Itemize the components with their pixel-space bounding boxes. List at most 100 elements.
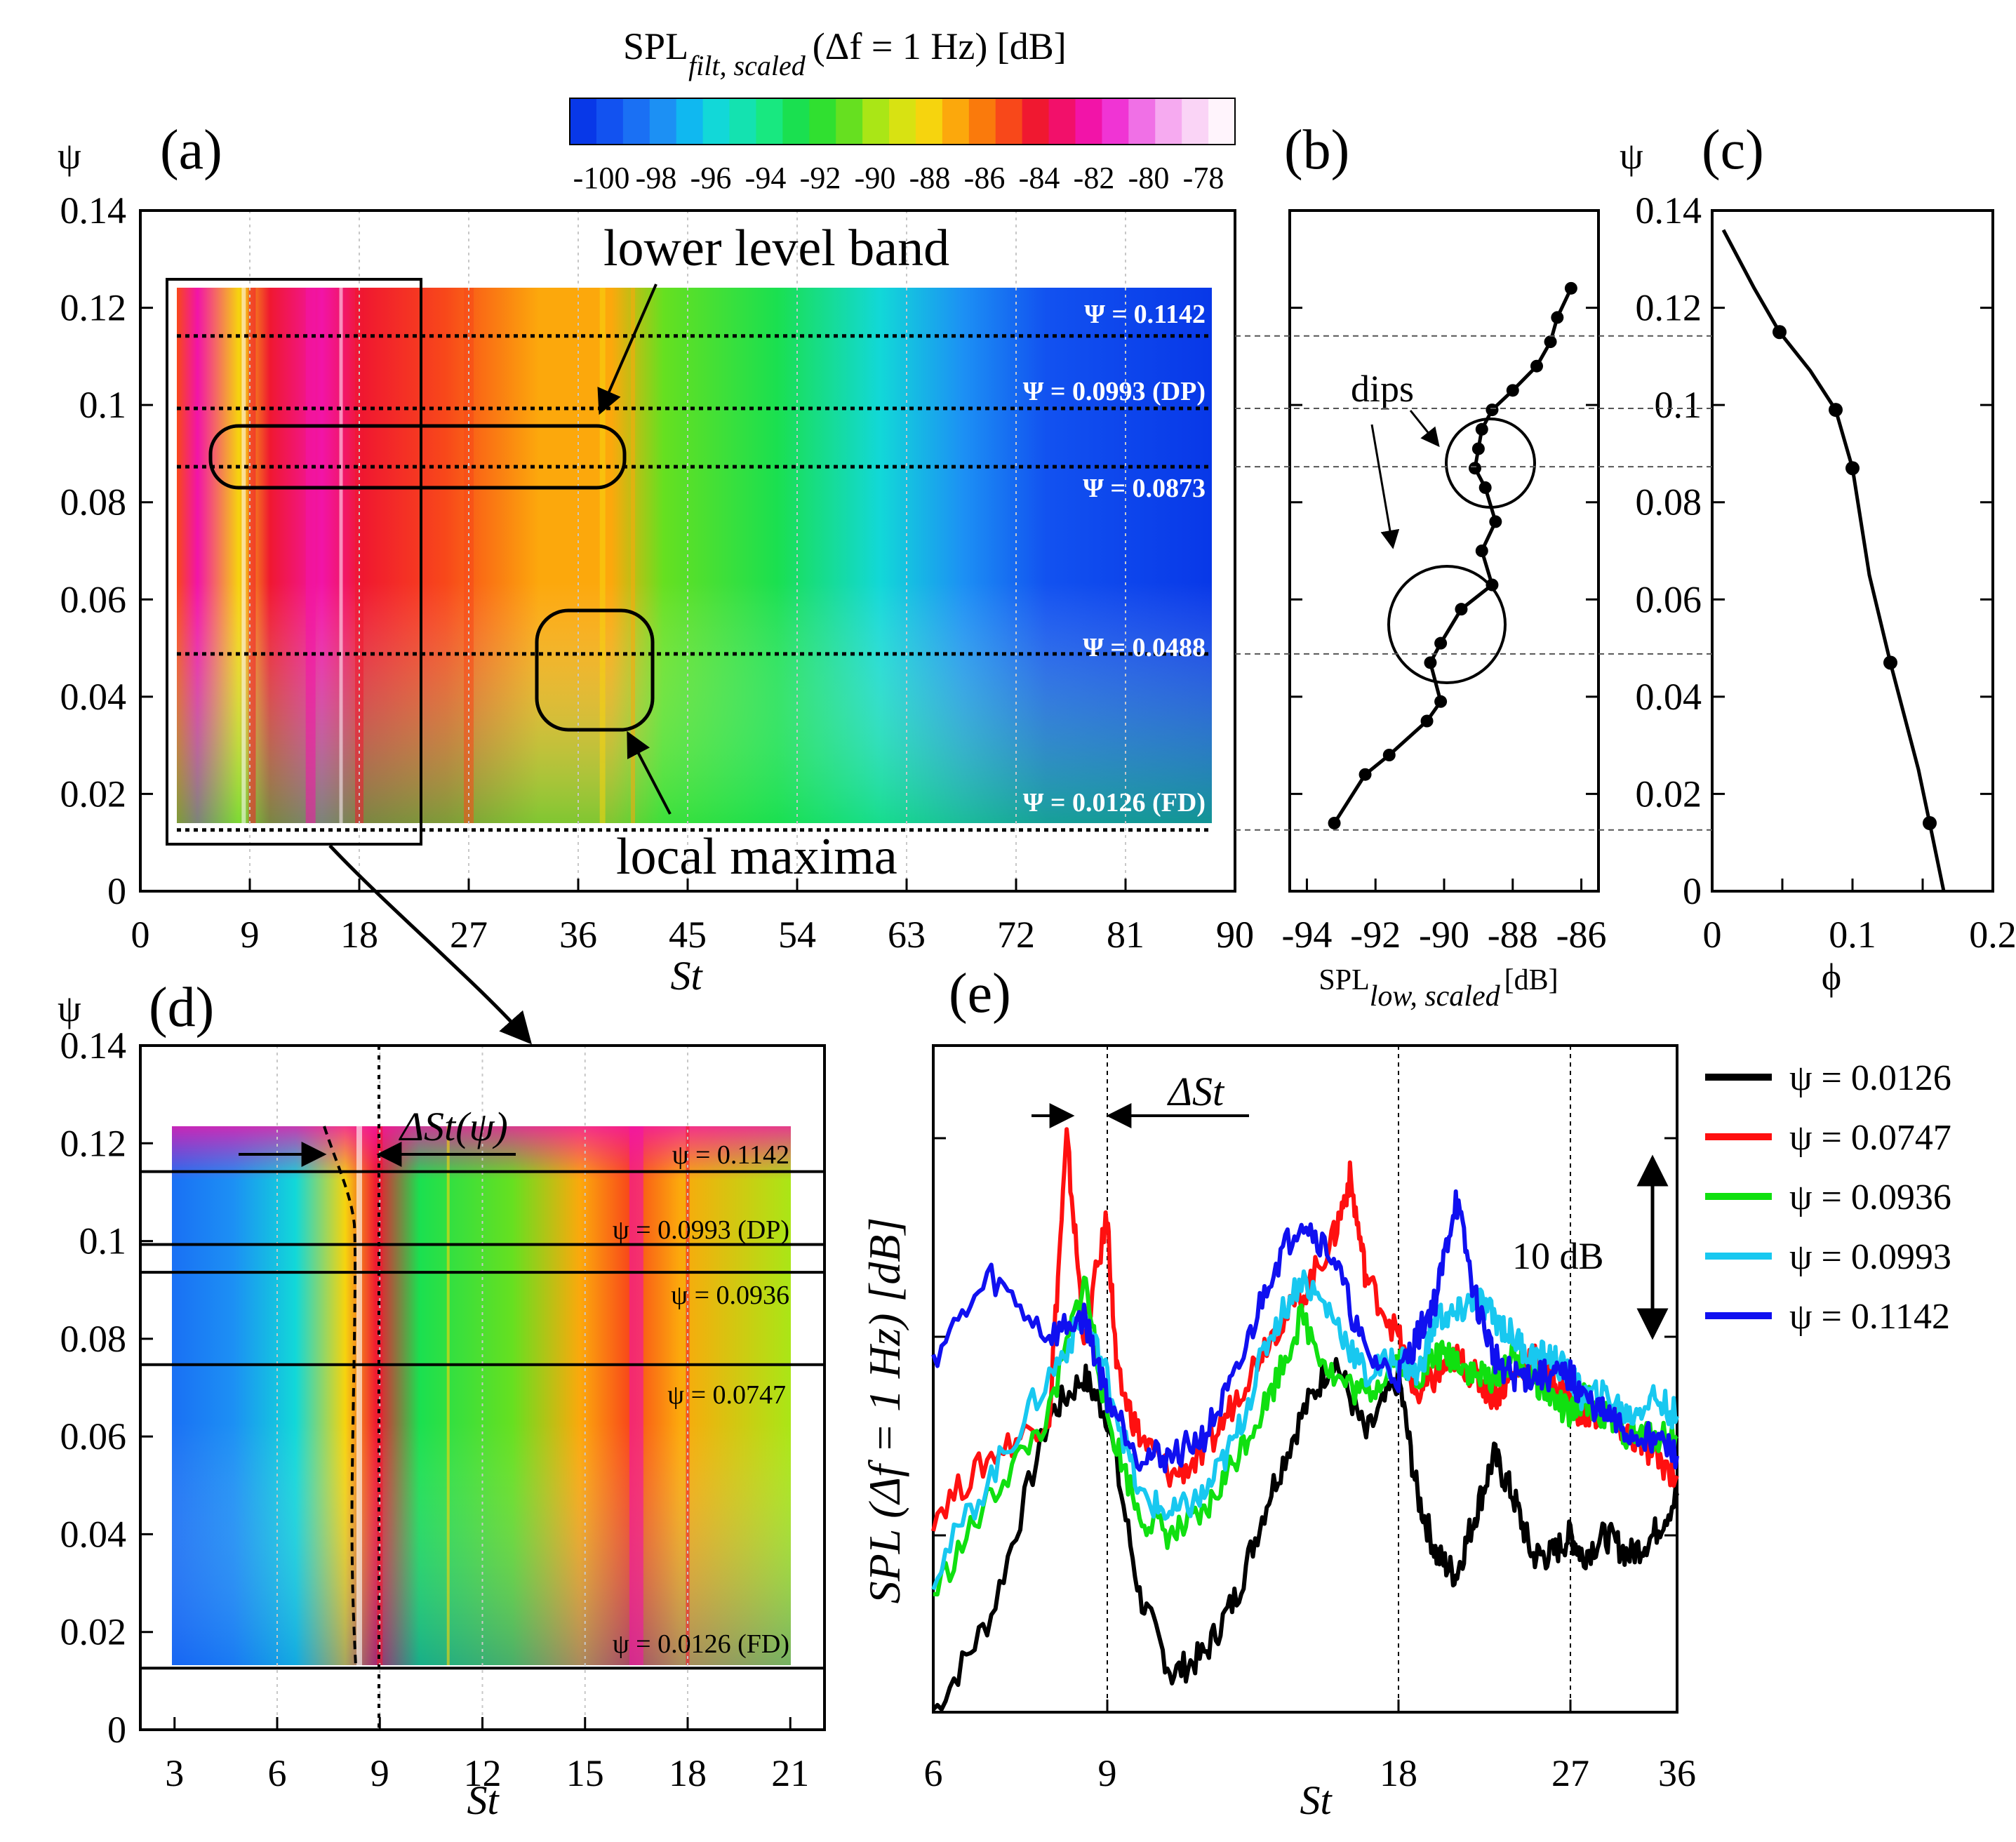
b-x-tick-label: -86 [1556, 914, 1607, 956]
colorbar-cell [915, 98, 943, 145]
y-tick-label: 0.14 [60, 1025, 127, 1067]
heatmap-streak [339, 288, 343, 823]
panel-d: (d) ψ ψ = 0.1142 ψ = 0.0993 (DP) ψ = 0.0… [58, 977, 826, 1823]
e-scale-label: 10 dB [1512, 1235, 1604, 1277]
x-tick-label: 6 [268, 1752, 287, 1794]
arrow-lower-level-band [597, 283, 657, 415]
x-tick-label: 36 [559, 914, 597, 956]
colorbar-tick-label: -78 [1183, 161, 1224, 195]
panel-d-streaks [356, 1126, 690, 1665]
colorbar-cell [782, 98, 810, 145]
y-tick-label: 0.12 [60, 1122, 127, 1164]
b-point [1420, 714, 1434, 728]
panel-b-xlabel: SPLlow, scaled [dB] [1319, 964, 1558, 1013]
panel-c-xlabel: ϕ [1822, 956, 1841, 998]
panel-b-x-tick-labels: -92 -90 -88 -86 90 -94 [1216, 914, 1607, 956]
d-level-label-0936: ψ = 0.0936 [671, 1281, 789, 1310]
panel-e-xlabel: St [1300, 1777, 1333, 1823]
arrow-local-maxima [627, 730, 672, 815]
colorbar-cell [570, 98, 597, 145]
colorbar-tick-label: -86 [964, 161, 1006, 195]
b-point [1475, 422, 1488, 436]
e-delta-label: ΔSt [1167, 1069, 1225, 1114]
b-point [1486, 403, 1499, 417]
c-x-tick-label: 0 [1703, 914, 1722, 956]
level-label-0993: Ψ = 0.0993 (DP) [1023, 377, 1206, 406]
b-point [1434, 695, 1448, 708]
x-tick-label: 6 [924, 1752, 943, 1794]
legend-label: ψ = 0.0936 [1789, 1177, 1951, 1217]
d-level-label-0126: ψ = 0.0126 (FD) [613, 1629, 789, 1659]
panel-b-frame [1288, 209, 1600, 893]
panel-a-ylabel: ψ [58, 135, 81, 177]
colorbar-tick-label: -98 [636, 161, 677, 195]
b-point [1530, 359, 1543, 373]
colorbar-cell [836, 98, 863, 145]
y-tick-label: 0.1 [79, 384, 127, 426]
panel-a-band-box [208, 424, 627, 490]
panel-b-curve [1328, 281, 1577, 829]
panel-a-label: (a) [160, 119, 222, 181]
arrow-dips-upper [1409, 410, 1440, 448]
level-label-0873: Ψ = 0.0873 [1083, 474, 1206, 503]
colorbar-cell [809, 98, 836, 145]
panel-b: (b) dips -92 -90 -88 -86 90 -94 SPLlow, scale… [1216, 119, 1607, 1013]
colorbar-cell [756, 98, 783, 145]
panel-a-maxima-box [535, 608, 655, 732]
y-tick-label: 0.1 [79, 1220, 127, 1262]
y-tick-label: 0.04 [60, 1513, 127, 1555]
colorbar-cell [995, 98, 1023, 145]
y-tick-label: 0.02 [60, 773, 127, 815]
x-tick-label: 45 [669, 914, 707, 956]
colorbar: SPLfilt, scaled (Δf = 1 Hz) [dB] -100 -98-… [569, 25, 1236, 195]
b-point [1478, 481, 1492, 494]
heatmap-streak [599, 288, 606, 823]
panel-c-x-tick-labels: 0 0.1 0.2 [1703, 914, 2016, 956]
panel-d-xlabel: St [467, 1777, 500, 1823]
x-tick-label: 18 [1380, 1752, 1417, 1794]
heatmap-streak [631, 288, 635, 823]
legend-label: ψ = 0.0747 [1789, 1118, 1951, 1158]
annotation-lower-level-band: lower level band [603, 220, 949, 277]
panel-e-ylabel: SPL (Δf = 1 Hz) [dB] [860, 1217, 909, 1604]
colorbar-cell [968, 98, 996, 145]
panel-c-ticks [1712, 307, 1993, 891]
x-tick-label: 0 [131, 914, 150, 956]
x-tick-label: 72 [997, 914, 1035, 956]
panel-d-level-lines [140, 1170, 825, 1670]
heatmap-streak [377, 1126, 383, 1665]
colorbar-tick-label: -90 [855, 161, 896, 195]
panel-c-frame [1711, 209, 1994, 893]
panel-e-frame [932, 1044, 1678, 1714]
b-point [1469, 462, 1481, 475]
x-tick-label: 9 [241, 914, 260, 956]
panel-d-label: (d) [149, 977, 214, 1039]
colorbar-tick-label: -100 [573, 161, 630, 195]
colorbar-cell [649, 98, 677, 145]
x-tick-label: 81 [1107, 914, 1144, 956]
heatmap-streak [686, 1126, 690, 1665]
y-tick-label: 0 [107, 870, 126, 912]
level-label-0126: Ψ = 0.0126 (FD) [1023, 788, 1206, 817]
b-x-tick-label: -92 [1350, 914, 1401, 956]
c-point [1773, 325, 1787, 340]
colorbar-tick-labels: -100 -98 -96 -94 -92 -90 -88 -86 -84 -82 -80 -78 [573, 161, 1224, 195]
colorbar-cell [729, 98, 757, 145]
colorbar-cell [596, 98, 624, 145]
heatmap-streak [356, 1126, 362, 1665]
legend-label: ψ = 0.0993 [1789, 1237, 1951, 1277]
x-tick-label: 27 [450, 914, 488, 956]
panel-c: (c) ψ 00.020.040.060.080.10.120.14 0 0.1 0… [1620, 119, 2016, 998]
colorbar-tick-label: -82 [1074, 161, 1115, 195]
c-y-tick-label: 0.04 [1636, 676, 1702, 718]
c-y-tick-label: 0 [1683, 870, 1702, 912]
panel-d-x-ticks: 3 6 9 12 15 18 21 [165, 1717, 809, 1794]
c-y-tick-label: 0.06 [1636, 578, 1702, 620]
zoom-arrow [328, 844, 532, 1045]
b-point [1564, 281, 1577, 295]
d-level-label-0993: ψ = 0.0993 (DP) [613, 1215, 789, 1245]
colorbar-cell [1048, 98, 1076, 145]
panel-a-level-labels: Ψ = 0.1142 Ψ = 0.0993 (DP) Ψ = 0.0873 Ψ … [1023, 300, 1206, 817]
b-point [1382, 749, 1396, 761]
panel-e: (e) 6 9 18 27 36 SPL (Δf = 1 Hz) [dB] St ΔSt… [860, 963, 1951, 1823]
